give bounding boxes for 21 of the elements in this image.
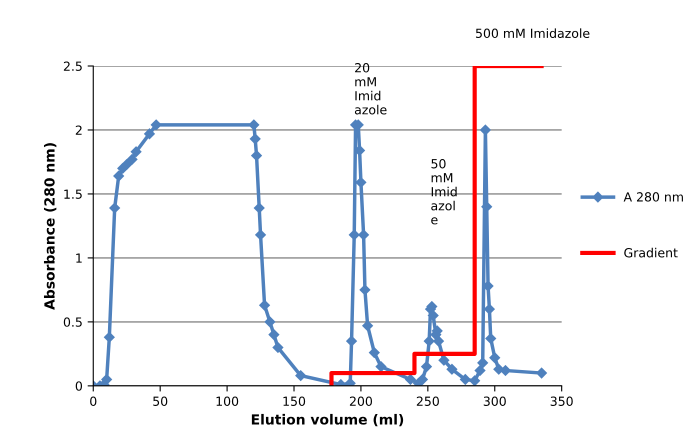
- y-tick-label: 2: [76, 125, 82, 135]
- x-tick-label: 0: [90, 396, 96, 406]
- text: 500 mM Imidazole: [476, 28, 590, 38]
- x-tick-label: 350: [550, 396, 573, 406]
- x-axis-title: Elution volume (ml): [252, 414, 404, 426]
- y-tick-label: 1.5: [64, 190, 82, 199]
- x-tick-label: 50: [153, 396, 168, 406]
- legend-label: Gradient: [624, 248, 678, 258]
- x-tick-label: 100: [216, 396, 238, 406]
- x-tick-label: 150: [283, 396, 306, 406]
- y-axis-title: Absorbance (280 nm): [44, 143, 56, 310]
- x-tick-label: 250: [416, 396, 439, 406]
- annotation: 20 mM Imid azole: [354, 63, 387, 114]
- y-tick-label: 1: [76, 254, 82, 263]
- annotation: 50 mM Imid azol e: [431, 158, 457, 224]
- y-tick-label: 0.5: [64, 317, 82, 327]
- x-tick-label: 300: [484, 396, 506, 406]
- y-tick-label: 2.5: [64, 61, 82, 71]
- legend-label: A 280 nm: [624, 192, 683, 202]
- y-tick-label: 0: [76, 381, 82, 391]
- x-tick-label: 200: [350, 396, 372, 406]
